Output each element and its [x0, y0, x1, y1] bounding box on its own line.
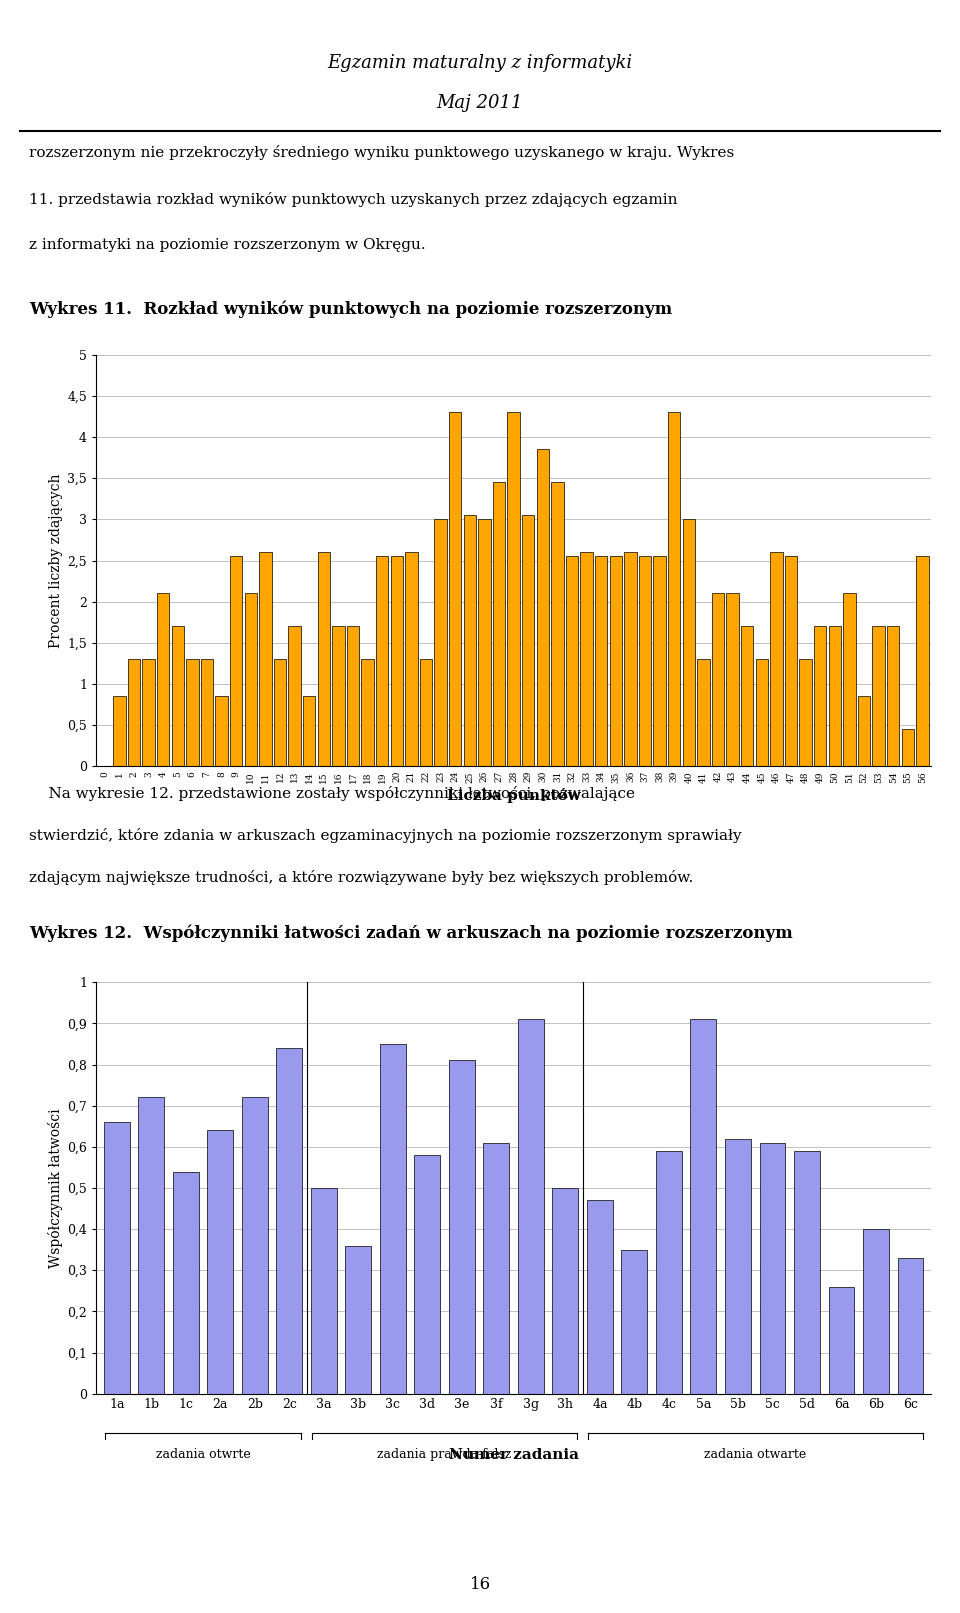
- Bar: [517, 1019, 543, 1394]
- Bar: [449, 413, 462, 766]
- Bar: [828, 1287, 854, 1394]
- X-axis label: Liczba punktów: Liczba punktów: [446, 789, 581, 803]
- Text: zadania otwarte: zadania otwarte: [704, 1448, 806, 1461]
- Bar: [794, 1152, 820, 1394]
- Text: rozszerzonym nie przekroczyły średniego wyniku punktowego uzyskanego w kraju. Wy: rozszerzonym nie przekroczyły średniego …: [29, 145, 734, 160]
- Text: Wykres 12.  Współczynniki łatwości zadań w arkuszach na poziomie rozszerzonym: Wykres 12. Współczynniki łatwości zadań …: [29, 924, 793, 942]
- Bar: [391, 556, 403, 766]
- Bar: [173, 1171, 199, 1394]
- Bar: [581, 552, 593, 766]
- Bar: [464, 515, 476, 766]
- Bar: [376, 556, 389, 766]
- Bar: [230, 556, 242, 766]
- Bar: [138, 1097, 164, 1394]
- Bar: [172, 626, 184, 766]
- Bar: [361, 660, 373, 766]
- Bar: [346, 1245, 372, 1394]
- Text: Na wykresie 12. przedstawione zostały współczynniki łatwości, pozwalające: Na wykresie 12. przedstawione zostały ws…: [29, 786, 635, 800]
- Bar: [683, 519, 695, 766]
- Bar: [828, 626, 841, 766]
- Bar: [551, 482, 564, 766]
- Bar: [770, 552, 782, 766]
- Bar: [843, 594, 855, 766]
- Bar: [725, 1139, 751, 1394]
- Bar: [303, 697, 316, 766]
- X-axis label: Numer zadania: Numer zadania: [448, 1447, 579, 1461]
- Bar: [668, 413, 681, 766]
- Bar: [785, 556, 797, 766]
- Y-axis label: Procent liczby zdających: Procent liczby zdających: [49, 473, 63, 648]
- Bar: [552, 1189, 578, 1394]
- Bar: [113, 697, 126, 766]
- Bar: [478, 519, 491, 766]
- Bar: [656, 1152, 682, 1394]
- Bar: [756, 660, 768, 766]
- Bar: [654, 556, 666, 766]
- Bar: [274, 660, 286, 766]
- Bar: [347, 626, 359, 766]
- Bar: [142, 660, 155, 766]
- Bar: [420, 660, 432, 766]
- Bar: [858, 697, 870, 766]
- Bar: [565, 556, 578, 766]
- Text: Wykres 11.  Rozkład wyników punktowych na poziomie rozszerzonym: Wykres 11. Rozkład wyników punktowych na…: [29, 300, 672, 318]
- Text: z informatyki na poziomie rozszerzonym w Okręgu.: z informatyki na poziomie rozszerzonym w…: [29, 239, 425, 252]
- Bar: [814, 626, 827, 766]
- Bar: [104, 1123, 130, 1394]
- Bar: [697, 660, 709, 766]
- Text: Egzamin maturalny z informatyki: Egzamin maturalny z informatyki: [327, 53, 633, 71]
- Bar: [508, 413, 519, 766]
- Bar: [484, 1142, 510, 1394]
- Bar: [415, 1155, 441, 1394]
- Bar: [157, 594, 169, 766]
- Bar: [311, 1189, 337, 1394]
- Bar: [128, 660, 140, 766]
- Bar: [898, 1258, 924, 1394]
- Bar: [186, 660, 199, 766]
- Bar: [587, 1200, 612, 1394]
- Bar: [380, 1044, 406, 1394]
- Bar: [245, 594, 257, 766]
- Bar: [537, 450, 549, 766]
- Bar: [727, 594, 739, 766]
- Bar: [741, 626, 754, 766]
- Bar: [318, 552, 330, 766]
- Bar: [276, 1048, 302, 1394]
- Bar: [887, 626, 900, 766]
- Bar: [638, 556, 651, 766]
- Bar: [624, 552, 636, 766]
- Bar: [690, 1019, 716, 1394]
- Bar: [288, 626, 300, 766]
- Bar: [873, 626, 885, 766]
- Bar: [201, 660, 213, 766]
- Bar: [522, 515, 535, 766]
- Bar: [207, 1131, 233, 1394]
- Bar: [621, 1250, 647, 1394]
- Text: 16: 16: [469, 1576, 491, 1594]
- Bar: [610, 556, 622, 766]
- Bar: [711, 594, 724, 766]
- Bar: [916, 556, 928, 766]
- Bar: [449, 1060, 475, 1394]
- Bar: [215, 697, 228, 766]
- Bar: [901, 729, 914, 766]
- Bar: [759, 1142, 785, 1394]
- Bar: [863, 1229, 889, 1394]
- Text: zdającym największe trudności, a które rozwiązywane były bez większych problemów: zdającym największe trudności, a które r…: [29, 871, 693, 886]
- Text: stwierdzić, które zdania w arkuszach egzaminacyjnych na poziomie rozszerzonym sp: stwierdzić, które zdania w arkuszach egz…: [29, 827, 741, 844]
- Text: zadania prawda-fałsz: zadania prawda-fałsz: [377, 1448, 512, 1461]
- Bar: [434, 519, 446, 766]
- Bar: [492, 482, 505, 766]
- Y-axis label: Współczynnik łatwości: Współczynnik łatwości: [48, 1108, 63, 1268]
- Text: 11. przedstawia rozkład wyników punktowych uzyskanych przez zdających egzamin: 11. przedstawia rozkład wyników punktowy…: [29, 192, 678, 206]
- Bar: [242, 1097, 268, 1394]
- Bar: [595, 556, 608, 766]
- Bar: [259, 552, 272, 766]
- Bar: [800, 660, 812, 766]
- Bar: [405, 552, 418, 766]
- Text: Maj 2011: Maj 2011: [437, 94, 523, 111]
- Text: zadania otwrte: zadania otwrte: [156, 1448, 251, 1461]
- Bar: [332, 626, 345, 766]
